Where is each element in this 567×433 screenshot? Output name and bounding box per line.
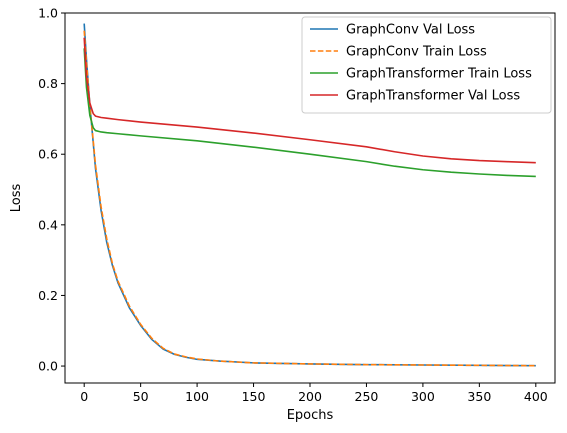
series-line-3 [83, 48, 536, 178]
legend: GraphConv Val Loss GraphConv Train Loss Gr… [301, 16, 552, 114]
legend-label: GraphConv Val Loss [346, 23, 475, 38]
y-axis-title: Loss [9, 184, 24, 213]
y-tick-label: 0.4 [38, 217, 58, 232]
x-axis: 0 50 100 150 200 250 300 350 400 [80, 383, 548, 404]
x-axis-title: Epochs [287, 408, 334, 423]
x-tick-label: 250 [355, 389, 379, 404]
y-tick-label: 0.6 [38, 147, 58, 162]
y-tick-label: 0.8 [38, 76, 58, 91]
legend-box [301, 16, 552, 114]
x-tick-label: 350 [467, 389, 491, 404]
legend-label: GraphTransformer Val Loss [346, 89, 520, 104]
y-tick-label: 0.0 [38, 359, 58, 374]
series-line-2 [83, 30, 536, 367]
x-tick-label: 50 [133, 389, 149, 404]
y-tick-label: 0.2 [38, 288, 58, 303]
x-tick-label: 100 [185, 389, 209, 404]
y-tick-label: 1.0 [38, 6, 58, 21]
y-axis: 0.0 0.2 0.4 0.6 0.8 1.0 [38, 6, 65, 374]
x-tick-label: 150 [242, 389, 266, 404]
x-tick-label: 200 [298, 389, 322, 404]
x-tick-label: 0 [80, 389, 88, 404]
series-line-4 [83, 37, 536, 164]
legend-label: GraphConv Train Loss [346, 45, 487, 60]
x-tick-label: 300 [411, 389, 435, 404]
x-tick-label: 400 [524, 389, 548, 404]
legend-label: GraphTransformer Train Loss [346, 67, 532, 82]
series-layer [83, 23, 536, 367]
